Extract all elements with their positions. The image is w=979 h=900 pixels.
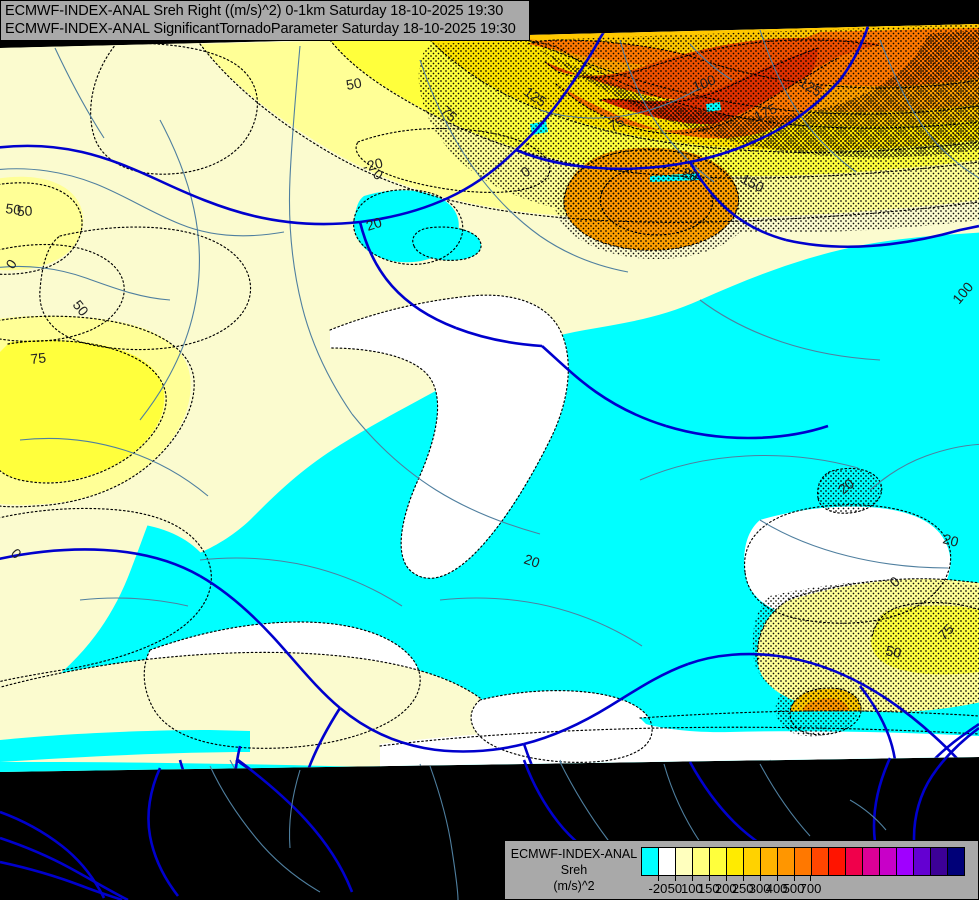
colorbar-swatches[interactable] — [641, 847, 965, 876]
colorbar-tick-mark-1 — [674, 876, 676, 881]
legend-caption: ECMWF-INDEX-ANAL Sreh (m/s)^2 — [505, 846, 641, 894]
colorbar-swatch-6[interactable] — [744, 848, 761, 875]
colorbar-tick-label-3: 150 — [697, 881, 720, 896]
colorbar-tick-label-7: 400 — [765, 881, 788, 896]
region-yellow-left-1 — [0, 176, 84, 271]
contour-label: 20 — [522, 551, 542, 571]
colorbar-swatch-2[interactable] — [676, 848, 693, 875]
contour-label: 20 — [364, 214, 384, 234]
region-cyan-southedge2 — [0, 730, 250, 762]
colorbar-swatch-12[interactable] — [846, 848, 863, 875]
contour-label: 75 — [606, 113, 628, 135]
region-white-central — [330, 295, 569, 579]
colorbar-swatch-7[interactable] — [761, 848, 778, 875]
colorbar-swatch-1[interactable] — [659, 848, 676, 875]
legend-units: (m/s)^2 — [553, 879, 595, 893]
colorbar-swatch-15[interactable] — [897, 848, 914, 875]
contour-label: 75 — [30, 349, 47, 367]
contour-label: 50 — [884, 642, 903, 661]
colorbar-tick-mark-5 — [742, 876, 744, 881]
colorbar-swatch-8[interactable] — [778, 848, 795, 875]
colorbar-tick-label-6: 300 — [748, 881, 771, 896]
colorbar-swatch-4[interactable] — [710, 848, 727, 875]
significant-tornado-stipple — [418, 24, 979, 737]
contour-label: -20 — [361, 154, 385, 174]
title-line-stp: ECMWF-INDEX-ANAL SignificantTornadoParam… — [5, 21, 516, 37]
contour-label: 20 — [680, 164, 701, 185]
title-line-sreh: ECMWF-INDEX-ANAL Sreh Right ((m/s)^2) 0-… — [5, 3, 504, 19]
colorbar-swatch-14[interactable] — [880, 848, 897, 875]
colorbar-tick-label-2: 100 — [680, 881, 703, 896]
region-yellow-left-2b — [0, 340, 165, 483]
colorbar-ticks: -20 50 100 150 200 250 300 400 500 700 — [641, 876, 965, 898]
borders-outside-swath — [0, 726, 979, 900]
colorbar-tick-label-4: 200 — [714, 881, 737, 896]
colorbar-tick-mark-4 — [725, 876, 727, 881]
contour-label: 20 — [941, 530, 960, 550]
colorbar-legend-panel: ECMWF-INDEX-ANAL Sreh (m/s)^2 -20 50 100 15… — [504, 840, 979, 900]
colorbar-tick-label-1: 50 — [667, 881, 683, 896]
colorbar-tick-label-0: -20 — [648, 881, 668, 896]
legend-model-name: ECMWF-INDEX-ANAL — [510, 847, 638, 861]
colorbar-swatch-5[interactable] — [727, 848, 744, 875]
legend-scale: -20 50 100 150 200 250 300 400 500 700 — [641, 844, 978, 896]
colorbar-tick-mark-2 — [691, 876, 693, 881]
colorbar-swatch-10[interactable] — [812, 848, 829, 875]
colorbar-tick-mark-6 — [759, 876, 761, 881]
colorbar-tick-mark-8 — [793, 876, 795, 881]
colorbar-swatch-13[interactable] — [863, 848, 880, 875]
colorbar-swatch-17[interactable] — [931, 848, 948, 875]
colorbar-swatch-3[interactable] — [693, 848, 710, 875]
colorbar-swatch-16[interactable] — [914, 848, 931, 875]
colorbar-tick-label-9: 700 — [799, 881, 822, 896]
map-title-panel: ECMWF-INDEX-ANAL Sreh Right ((m/s)^2) 0-… — [0, 0, 530, 41]
colorbar-tick-mark-0 — [657, 876, 659, 881]
region-cyan-pocket-3 — [412, 226, 482, 261]
contour-label: 50 — [17, 202, 33, 219]
colorbar-tick-label-5: 250 — [731, 881, 754, 896]
colorbar-swatch-0[interactable] — [642, 848, 659, 875]
colorbar-tick-label-8: 500 — [782, 881, 805, 896]
colorbar-tick-mark-7 — [776, 876, 778, 881]
legend-field-name: Sreh — [560, 863, 588, 877]
region-cyan-northeast — [629, 232, 979, 520]
colorbar-tick-mark-9 — [810, 876, 812, 881]
colorbar-swatch-18[interactable] — [948, 848, 964, 875]
colorbar-swatch-9[interactable] — [795, 848, 812, 875]
contour-label: 50 — [5, 200, 23, 218]
contour-label: 50 — [345, 74, 363, 92]
colorbar-tick-mark-3 — [708, 876, 710, 881]
colorbar-swatch-11[interactable] — [829, 848, 846, 875]
